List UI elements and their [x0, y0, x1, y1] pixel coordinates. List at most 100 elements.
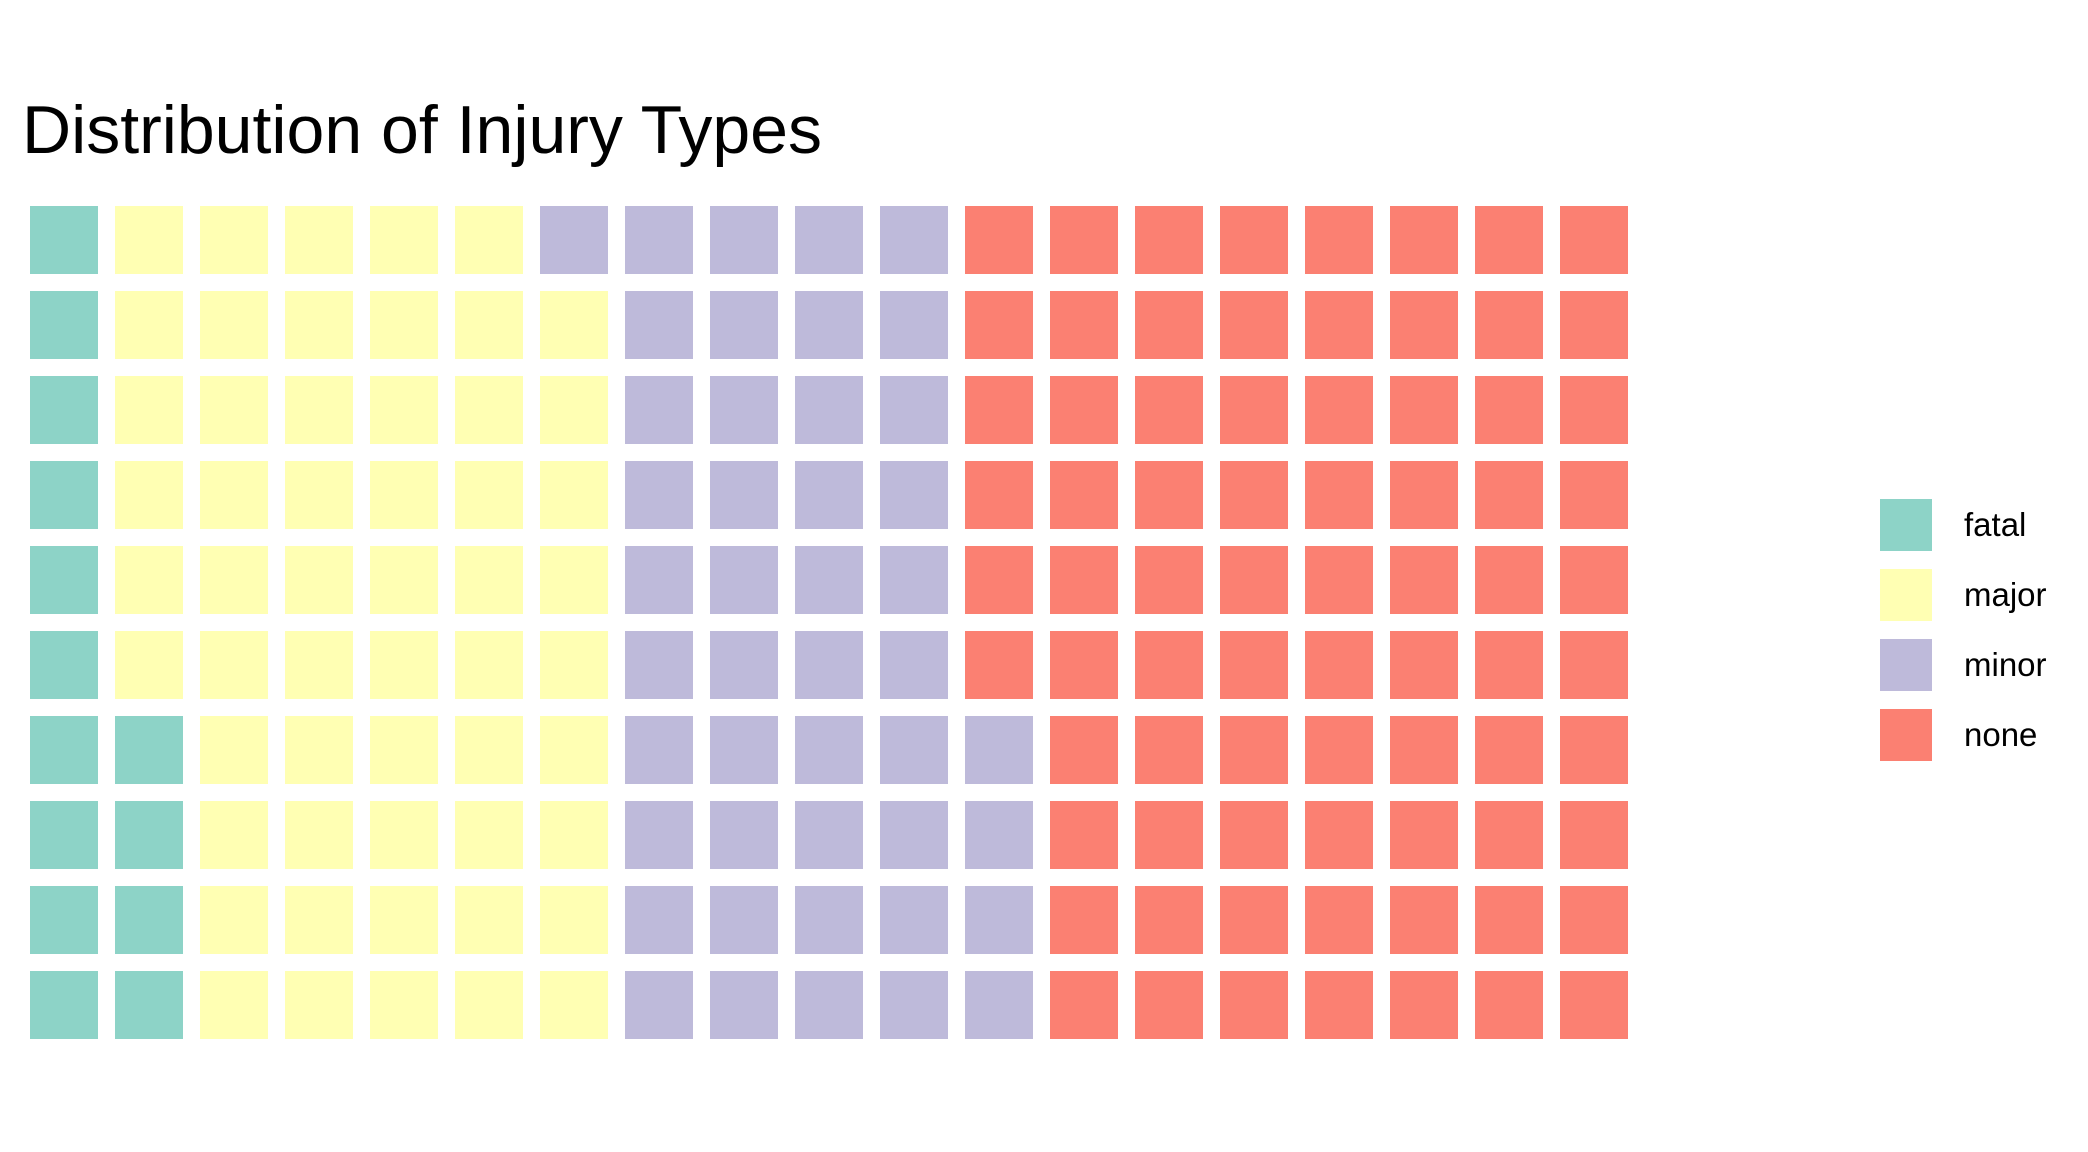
waffle-cell-major: [200, 886, 268, 954]
waffle-cell-none: [1560, 801, 1628, 869]
waffle-cell-none: [1305, 461, 1373, 529]
waffle-cell-minor: [710, 291, 778, 359]
waffle-cell-none: [1305, 376, 1373, 444]
waffle-cell-none: [1135, 801, 1203, 869]
waffle-cell-none: [1475, 801, 1543, 869]
waffle-cell-major: [285, 291, 353, 359]
waffle-cell-none: [1560, 206, 1628, 274]
waffle-cell-none: [1475, 716, 1543, 784]
waffle-cell-minor: [795, 291, 863, 359]
waffle-cell-none: [1135, 886, 1203, 954]
waffle-cell-none: [1050, 546, 1118, 614]
waffle-cell-major: [115, 631, 183, 699]
waffle-cell-minor: [880, 206, 948, 274]
waffle-cell-none: [1220, 886, 1288, 954]
waffle-cell-minor: [880, 546, 948, 614]
waffle-cell-minor: [795, 971, 863, 1039]
waffle-cell-minor: [710, 631, 778, 699]
legend-label-minor: minor: [1964, 646, 2047, 683]
waffle-cell-none: [1390, 291, 1458, 359]
waffle-cell-major: [200, 376, 268, 444]
waffle-cell-none: [1135, 461, 1203, 529]
waffle-cell-major: [200, 546, 268, 614]
waffle-cell-major: [115, 376, 183, 444]
waffle-cell-none: [1475, 546, 1543, 614]
waffle-cell-major: [200, 461, 268, 529]
waffle-cell-minor: [625, 206, 693, 274]
waffle-cell-none: [1305, 886, 1373, 954]
waffle-cell-major: [540, 461, 608, 529]
waffle-cell-major: [455, 291, 523, 359]
waffle-cell-none: [1135, 546, 1203, 614]
waffle-cell-major: [540, 801, 608, 869]
waffle-cell-major: [370, 546, 438, 614]
legend-item-fatal: fatal: [1880, 490, 2047, 560]
waffle-cell-none: [965, 291, 1033, 359]
waffle-cell-minor: [625, 886, 693, 954]
waffle-cell-major: [200, 801, 268, 869]
waffle-cell-none: [1475, 631, 1543, 699]
waffle-cell-major: [540, 971, 608, 1039]
waffle-cell-fatal: [30, 291, 98, 359]
waffle-cell-fatal: [30, 376, 98, 444]
waffle-cell-none: [1390, 376, 1458, 444]
waffle-cell-minor: [795, 206, 863, 274]
waffle-cell-major: [370, 291, 438, 359]
waffle-cell-none: [1390, 461, 1458, 529]
legend-key-fatal: [1880, 499, 1932, 551]
legend-item-minor: minor: [1880, 630, 2047, 700]
waffle-cell-none: [1220, 461, 1288, 529]
waffle-cell-major: [455, 971, 523, 1039]
waffle-cell-fatal: [30, 801, 98, 869]
waffle-cell-none: [1050, 461, 1118, 529]
waffle-cell-major: [540, 716, 608, 784]
waffle-cell-major: [285, 886, 353, 954]
waffle-cell-minor: [625, 546, 693, 614]
waffle-cell-major: [285, 206, 353, 274]
waffle-cell-none: [965, 631, 1033, 699]
waffle-cell-major: [200, 971, 268, 1039]
waffle-cell-minor: [965, 886, 1033, 954]
legend: fatal major minor none: [1880, 490, 2047, 770]
waffle-cell-major: [200, 206, 268, 274]
waffle-cell-major: [455, 376, 523, 444]
waffle-cell-major: [115, 291, 183, 359]
waffle-cell-minor: [965, 801, 1033, 869]
waffle-cell-none: [1305, 801, 1373, 869]
legend-key-none: [1880, 709, 1932, 761]
waffle-cell-minor: [710, 206, 778, 274]
waffle-cell-none: [1305, 546, 1373, 614]
waffle-cell-none: [1220, 291, 1288, 359]
waffle-cell-major: [455, 716, 523, 784]
waffle-cell-none: [1220, 801, 1288, 869]
waffle-cell-fatal: [30, 461, 98, 529]
waffle-cell-none: [1560, 461, 1628, 529]
waffle-cell-major: [285, 801, 353, 869]
waffle-cell-minor: [540, 206, 608, 274]
waffle-cell-major: [370, 716, 438, 784]
waffle-cell-major: [455, 631, 523, 699]
waffle-cell-major: [200, 716, 268, 784]
waffle-cell-none: [1390, 971, 1458, 1039]
waffle-cell-none: [965, 546, 1033, 614]
waffle-cell-none: [1050, 206, 1118, 274]
waffle-cell-minor: [880, 971, 948, 1039]
waffle-cell-none: [1305, 291, 1373, 359]
waffle-cell-minor: [880, 716, 948, 784]
waffle-cell-none: [965, 461, 1033, 529]
waffle-cell-none: [1390, 886, 1458, 954]
waffle-cell-none: [1135, 716, 1203, 784]
legend-item-none: none: [1880, 700, 2047, 770]
waffle-cell-none: [1475, 886, 1543, 954]
waffle-cell-major: [285, 461, 353, 529]
waffle-cell-major: [200, 291, 268, 359]
waffle-cell-major: [455, 546, 523, 614]
waffle-cell-minor: [795, 461, 863, 529]
waffle-cell-minor: [625, 291, 693, 359]
waffle-cell-fatal: [30, 886, 98, 954]
waffle-cell-none: [1135, 206, 1203, 274]
waffle-cell-major: [455, 461, 523, 529]
waffle-cell-none: [1050, 376, 1118, 444]
waffle-cell-fatal: [115, 716, 183, 784]
